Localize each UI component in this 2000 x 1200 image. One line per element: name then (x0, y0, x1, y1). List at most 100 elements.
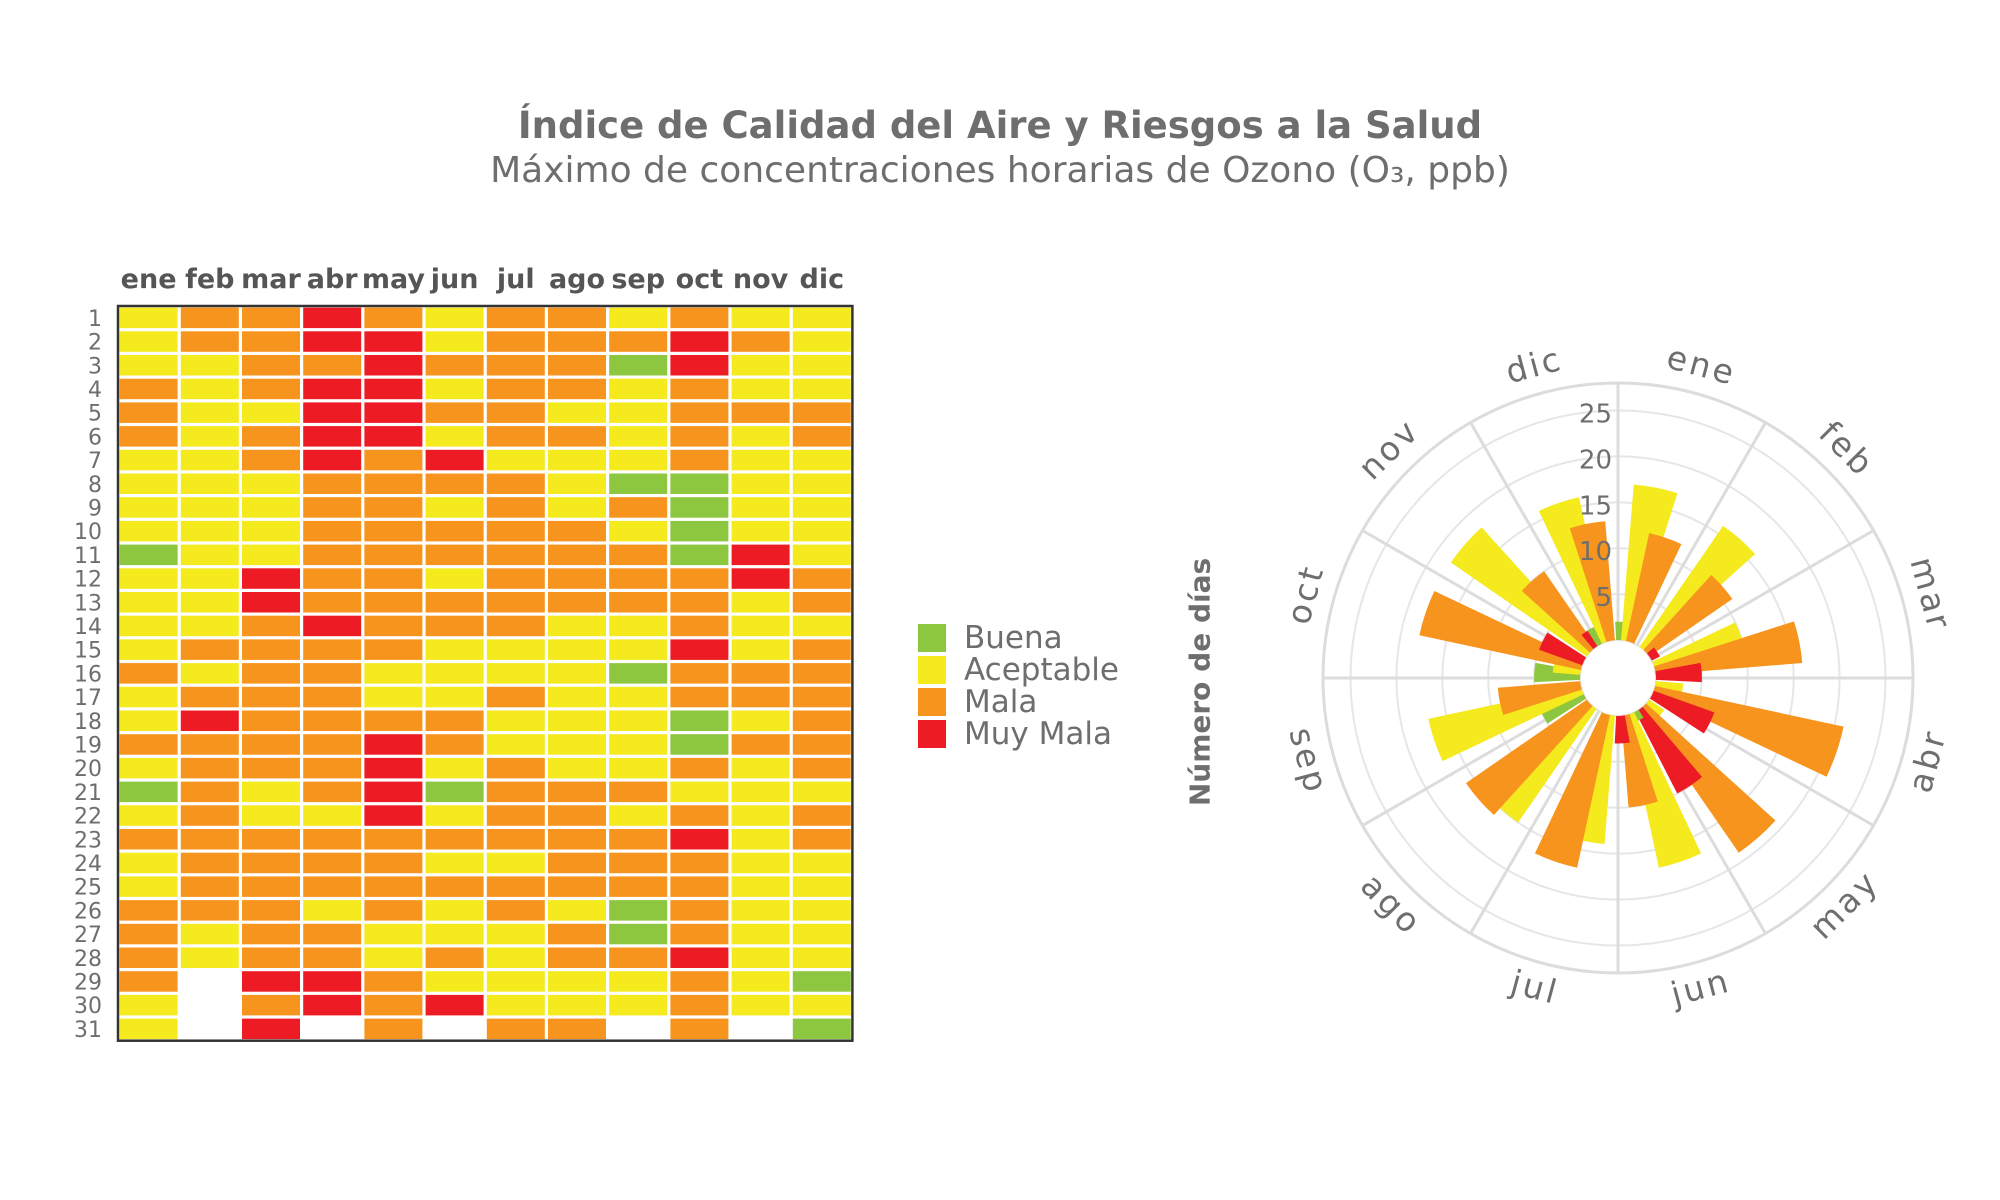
polar-grid-spoke (1469, 421, 1601, 646)
legend-item-aceptable: Aceptable (918, 652, 1119, 688)
heatmap-cell (242, 497, 300, 518)
heatmap-cell (180, 781, 239, 803)
heatmap-cell (119, 331, 178, 352)
day-label-24: 24 (74, 852, 102, 877)
heatmap-cell (731, 592, 790, 613)
polar-bar (1497, 681, 1582, 715)
heatmap-cell (303, 781, 362, 803)
heatmap-cell (119, 355, 178, 376)
heatmap-cell (670, 971, 729, 992)
heatmap-cell (609, 947, 668, 968)
heatmap-cell (242, 615, 300, 637)
heatmap-cell (792, 639, 851, 660)
polar-tick-label: 10 (1579, 537, 1612, 567)
heatmap-cell (548, 900, 606, 921)
heatmap-cell (364, 378, 423, 400)
heatmap-cell (364, 829, 423, 850)
heatmap-cell (303, 663, 362, 684)
heatmap-cell (609, 331, 668, 352)
heatmap-cell (670, 734, 729, 755)
heatmap-cell (425, 971, 484, 992)
polar-bar (1538, 632, 1587, 666)
heatmap-cell (609, 757, 668, 779)
day-label-25: 25 (74, 876, 102, 901)
heatmap-cell (486, 947, 545, 968)
heatmap-cell (303, 900, 362, 921)
heatmap-cell (731, 426, 790, 447)
heatmap-cell (548, 473, 606, 494)
heatmap-cell (792, 900, 851, 921)
heatmap-cell (425, 663, 484, 684)
heatmap-cell (364, 781, 423, 803)
heatmap-cell (119, 852, 178, 874)
month-label-mar: mar (241, 264, 301, 295)
heatmap-cell (609, 876, 668, 897)
legend-item-mala: Mala (918, 684, 1119, 720)
day-label-2: 2 (88, 331, 102, 356)
month-label-jun: jun (430, 264, 479, 295)
heatmap-cell (670, 947, 729, 968)
heatmap-cell (548, 568, 606, 589)
polar-grid-spoke (1469, 710, 1601, 935)
heatmap-cell (486, 592, 545, 613)
heatmap-cell (792, 331, 851, 352)
heatmap-cell (792, 781, 851, 803)
legend-label-buena: Buena (964, 620, 1063, 656)
heatmap-cell (731, 307, 790, 329)
heatmap-cell (548, 520, 606, 542)
day-label-29: 29 (74, 970, 102, 995)
heatmap-cell (548, 331, 606, 352)
polar-axis-label: Número de días (1183, 557, 1217, 807)
heatmap-cell (364, 710, 423, 731)
month-label-may: may (362, 264, 426, 295)
heatmap-cell (242, 378, 300, 400)
heatmap-cell (548, 923, 606, 945)
heatmap-cell (609, 639, 668, 660)
heatmap-cell (486, 686, 545, 708)
heatmap-cell (180, 686, 239, 708)
heatmap-cell (303, 971, 362, 992)
heatmap-cell (364, 994, 423, 1016)
heatmap-cell (180, 639, 239, 660)
heatmap-cell (792, 615, 851, 637)
heatmap-cell (303, 639, 362, 660)
heatmap-cell (364, 971, 423, 992)
heatmap-cell (180, 473, 239, 494)
polar-tick-label: 15 (1579, 491, 1612, 521)
polar-bar (1654, 621, 1803, 675)
heatmap-cell (119, 615, 178, 637)
heatmap-cell (486, 971, 545, 992)
heatmap-cell (180, 710, 239, 731)
heatmap-cell (731, 544, 790, 566)
heatmap-cell (242, 426, 300, 447)
heatmap-cell (119, 686, 178, 708)
polar-bar (1428, 685, 1584, 762)
heatmap-cell (425, 947, 484, 968)
polar-bar (1635, 706, 1703, 794)
heatmap-cell (364, 615, 423, 637)
heatmap-cell (486, 994, 545, 1016)
heatmap-cell (425, 473, 484, 494)
heatmap-cell (303, 829, 362, 850)
heatmap-cell (119, 568, 178, 589)
heatmap-cell (609, 994, 668, 1016)
heatmap-cell (670, 805, 729, 826)
heatmap-cell (486, 734, 545, 755)
polar-bar (1621, 714, 1658, 808)
heatmap-cell (670, 900, 729, 921)
heatmap-cell (303, 994, 362, 1016)
heatmap-cell (609, 426, 668, 447)
heatmap-cell (242, 686, 300, 708)
heatmap-cell (792, 710, 851, 731)
polar-bar (1465, 699, 1593, 816)
heatmap-cell (792, 378, 851, 400)
heatmap-cell (486, 355, 545, 376)
heatmap-cell (119, 663, 178, 684)
chart-subtitle: Máximo de concentraciones horarias de Oz… (490, 150, 1510, 191)
heatmap-cell (180, 852, 239, 874)
heatmap-cell (486, 331, 545, 352)
heatmap-cell (670, 544, 729, 566)
heatmap-cell (119, 734, 178, 755)
heatmap-cell (609, 900, 668, 921)
